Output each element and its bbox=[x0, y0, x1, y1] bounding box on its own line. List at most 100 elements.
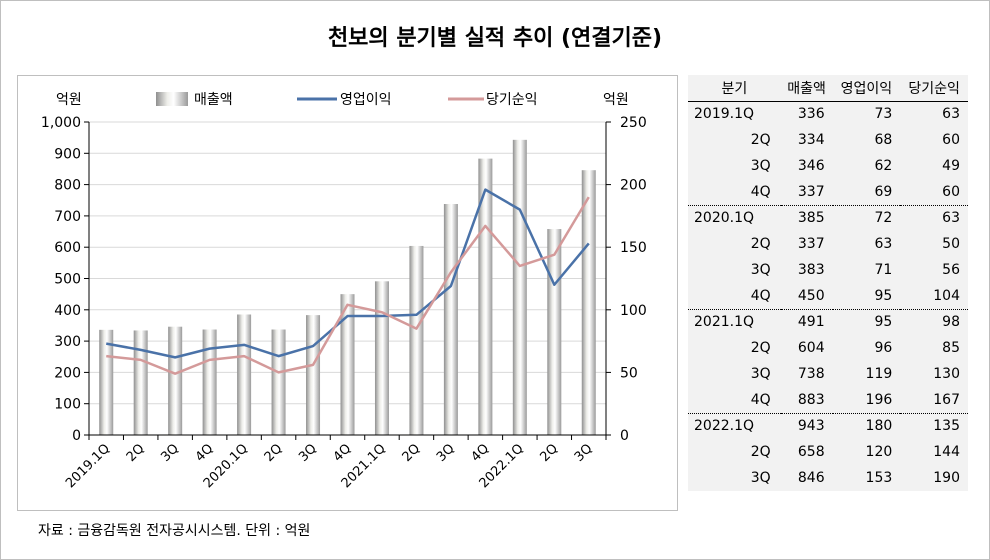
table-cell-value: 167 bbox=[900, 387, 968, 414]
table-row: 2019.1Q 336 73 63 bbox=[688, 101, 968, 127]
table-cell-quarter: 3Q bbox=[750, 366, 771, 382]
left-tick-label: 500 bbox=[54, 272, 81, 288]
table-row: 2020.1Q 385 72 63 bbox=[688, 205, 968, 231]
line-operating-profit bbox=[106, 188, 590, 359]
table-cell-quarter: 2021.1Q bbox=[694, 314, 755, 331]
table-row: 2022.1Q 943 180 135 bbox=[688, 413, 968, 439]
x-tick-label: 2019.1Q bbox=[63, 441, 113, 491]
x-tick-label: 3Q bbox=[296, 441, 320, 465]
bar-revenue bbox=[306, 315, 321, 435]
chart-area: 0 100 200 300 400 500 600 700 800 900 1,000 0 50 100 1… bbox=[17, 75, 678, 511]
legend-label-revenue: 매출액 bbox=[194, 92, 233, 108]
x-tick-label: 2Q bbox=[124, 441, 148, 465]
table-cell-quarter: 2Q bbox=[750, 340, 771, 356]
table-cell-value: 337 bbox=[797, 236, 825, 252]
table-cell-value: 450 bbox=[780, 283, 833, 310]
right-tick-label: 250 bbox=[620, 115, 647, 131]
table-row: 3Q 383 71 56 bbox=[688, 257, 968, 283]
left-tick-label: 900 bbox=[54, 146, 81, 162]
table-header-row: 분기 매출액 영업이익 당기순익 bbox=[688, 75, 968, 102]
table-row: 2021.1Q 491 95 98 bbox=[688, 309, 968, 335]
right-tick-label: 0 bbox=[620, 428, 629, 444]
table-cell-value: 337 bbox=[780, 179, 833, 206]
bar-revenue bbox=[547, 229, 562, 435]
table-cell-value: 180 bbox=[865, 418, 893, 435]
table-cell-value: 95 bbox=[832, 283, 901, 310]
bar-revenue bbox=[237, 314, 252, 435]
table-cell-quarter: 2Q bbox=[750, 236, 771, 252]
legend-label-operating-profit: 영업이익 bbox=[340, 92, 392, 108]
table-header-cell: 분기 bbox=[688, 75, 781, 102]
table-cell-quarter: 3Q bbox=[750, 262, 771, 278]
bar-revenue bbox=[581, 170, 596, 435]
source-note: 자료 : 금융감독원 전자공시시스템. 단위 : 억원 bbox=[38, 523, 311, 539]
table-cell-value: 49 bbox=[942, 158, 960, 174]
table-cell-quarter: 2Q bbox=[750, 444, 771, 460]
bar-revenue bbox=[478, 158, 493, 435]
table-cell-value: 50 bbox=[942, 236, 960, 252]
table-cell-value: 69 bbox=[832, 179, 901, 206]
table-cell-value: 63 bbox=[874, 236, 893, 252]
table-cell-value: 943 bbox=[797, 418, 825, 435]
left-tick-label: 0 bbox=[72, 428, 81, 444]
table-cell-value: 846 bbox=[797, 470, 825, 486]
table-row: 2Q 334 68 60 bbox=[688, 127, 968, 153]
x-tick-label: 4Q bbox=[193, 441, 217, 465]
table-row: 3Q 738 119 130 bbox=[688, 361, 968, 387]
table-row: 4Q 883 196 167 bbox=[688, 387, 968, 414]
bar-revenue bbox=[512, 139, 527, 435]
left-tick-label: 300 bbox=[54, 334, 81, 350]
table-cell-value: 144 bbox=[933, 444, 960, 460]
combo-chart: 0 100 200 300 400 500 600 700 800 900 1,000 0 50 100 1… bbox=[41, 92, 647, 491]
table-header-cell: 당기순익 bbox=[900, 75, 968, 102]
table-cell-value: 63 bbox=[942, 210, 960, 227]
table-cell-value: 658 bbox=[797, 444, 825, 460]
right-tick-label: 150 bbox=[620, 240, 647, 256]
table-cell-value: 56 bbox=[942, 262, 960, 278]
table-body: 2019.1Q 336 73 63 2Q 334 68 60 3Q 346 62 49 4Q 337 69 6… bbox=[688, 101, 968, 491]
table-cell-value: 491 bbox=[797, 314, 825, 331]
x-tick-label: 4Q bbox=[331, 441, 355, 465]
table-cell-quarter: 2020.1Q bbox=[694, 210, 755, 227]
legend-swatch-revenue bbox=[156, 92, 188, 106]
table-cell-quarter: 2022.1Q bbox=[694, 418, 755, 435]
x-tick-label: 2Q bbox=[262, 441, 286, 465]
table-cell-value: 196 bbox=[832, 387, 901, 414]
table-row: 2Q 337 63 50 bbox=[688, 231, 968, 257]
right-tick-label: 100 bbox=[620, 303, 647, 319]
legend-label-net-income: 당기순익 bbox=[486, 92, 538, 108]
x-tick-label: 3Q bbox=[572, 441, 596, 465]
left-tick-label: 600 bbox=[54, 240, 81, 256]
table-cell-value: 385 bbox=[797, 210, 825, 227]
table-row: 3Q 846 153 190 bbox=[688, 465, 968, 491]
line-net-income bbox=[106, 196, 590, 375]
x-tick-label: 3Q bbox=[158, 441, 182, 465]
right-tick-label: 50 bbox=[620, 365, 638, 381]
bar-revenue bbox=[133, 330, 148, 435]
table-cell-value: 63 bbox=[942, 106, 960, 123]
table-cell-quarter: 2Q bbox=[750, 132, 771, 148]
table-row: 3Q 346 62 49 bbox=[688, 153, 968, 179]
left-tick-label: 100 bbox=[54, 397, 81, 413]
table-cell-value: 153 bbox=[865, 470, 893, 486]
table-cell-value: 85 bbox=[942, 340, 960, 356]
bar-revenue bbox=[340, 294, 355, 435]
chart-title: 천보의 분기별 실적 추이 (연결기준) bbox=[327, 26, 663, 51]
table-cell-quarter: 3Q bbox=[750, 158, 771, 174]
table-cell-value: 96 bbox=[874, 340, 893, 356]
table-cell-value: 71 bbox=[874, 262, 893, 278]
table-cell-value: 72 bbox=[874, 210, 893, 227]
table-cell-quarter: 2019.1Q bbox=[694, 106, 755, 123]
bar-revenue bbox=[374, 281, 389, 435]
x-tick-label: 3Q bbox=[434, 441, 458, 465]
table-row: 4Q 337 69 60 bbox=[688, 179, 968, 206]
table-cell-value: 190 bbox=[933, 470, 960, 486]
table-cell-quarter: 4Q bbox=[688, 387, 781, 414]
table-cell-value: 135 bbox=[933, 418, 960, 435]
table-row: 2Q 658 120 144 bbox=[688, 439, 968, 465]
left-tick-label: 800 bbox=[54, 178, 81, 194]
right-axis-unit: 억원 bbox=[603, 92, 629, 108]
table-cell-value: 119 bbox=[865, 366, 893, 382]
table-cell-value: 62 bbox=[874, 158, 893, 174]
bar-revenue bbox=[168, 326, 183, 435]
